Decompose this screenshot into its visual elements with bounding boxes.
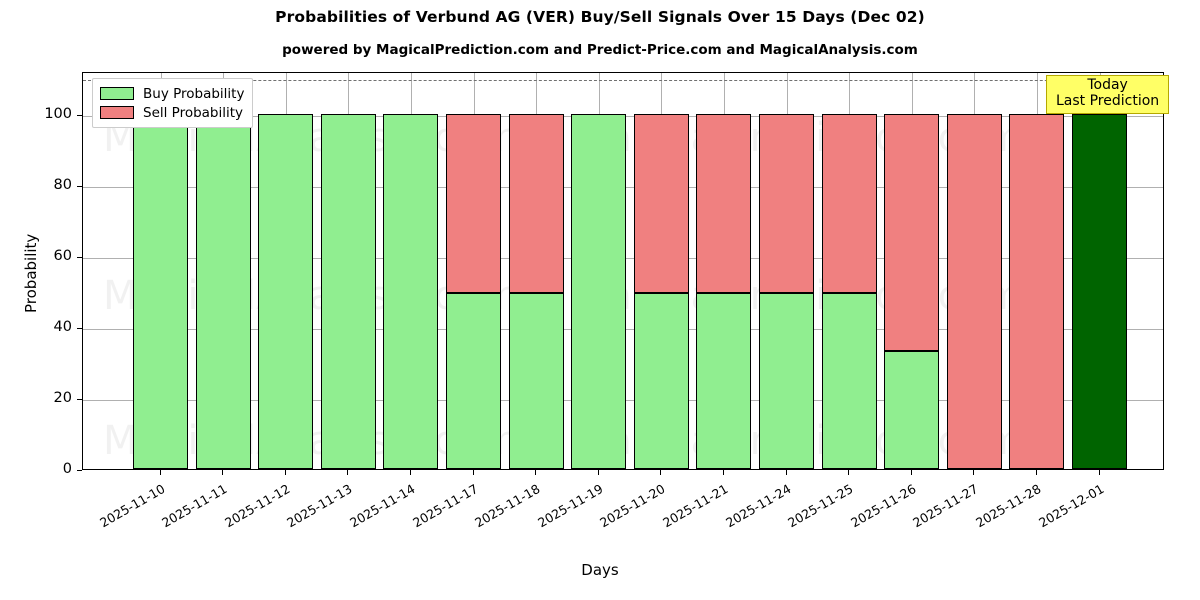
y-tick-mark — [77, 327, 82, 330]
bar-segment-sell — [508, 113, 564, 294]
y-tick-mark — [77, 114, 82, 116]
bar-segment-sell — [1009, 113, 1065, 469]
y-axis-label: Probability — [22, 233, 40, 313]
bar-group[interactable] — [383, 73, 439, 469]
today-annotation: Today Last Prediction — [1046, 75, 1170, 115]
bar-segment-sell — [821, 113, 877, 294]
bar-segment-buy — [696, 293, 752, 469]
bar-group[interactable] — [633, 73, 689, 469]
bar-segment-sell — [884, 113, 940, 351]
bar-group[interactable] — [1072, 73, 1127, 469]
bar-group[interactable] — [696, 73, 752, 469]
legend-label-sell: Sell Probability — [143, 104, 244, 121]
bar-segment-buy — [759, 293, 814, 469]
bar-segment-buy — [133, 113, 188, 469]
x-tick-mark — [1035, 470, 1038, 475]
y-tick-mark — [77, 256, 82, 258]
x-tick-mark — [848, 470, 850, 475]
bar-segment-sell — [633, 113, 689, 294]
bar-segment-buy — [383, 113, 439, 469]
x-axis-label: Days — [581, 561, 619, 579]
bar-segment-buy — [508, 293, 564, 469]
bar-group[interactable] — [821, 73, 877, 469]
bar-segment-buy — [633, 293, 689, 469]
x-tick-mark — [660, 470, 662, 475]
x-tick-mark — [722, 470, 725, 475]
bar-group[interactable] — [133, 73, 188, 469]
x-tick-mark — [284, 470, 286, 475]
today-annotation-line1: Today — [1087, 77, 1128, 93]
x-tick-mark — [597, 470, 599, 475]
bar-group[interactable] — [258, 73, 314, 469]
x-tick-mark — [222, 470, 224, 475]
bar-group[interactable] — [759, 73, 814, 469]
chart-subtitle: powered by MagicalPrediction.com and Pre… — [282, 42, 918, 58]
bar-segment-buy — [320, 113, 376, 469]
y-tick-label: 100 — [44, 105, 72, 122]
plot-area: MagicalAnalysis.comMagicalPrediction.com… — [82, 72, 1164, 470]
bar-group[interactable] — [884, 73, 940, 469]
bar-segment-buy — [884, 350, 940, 469]
bar-group[interactable] — [508, 73, 564, 469]
bar-segment-buy — [571, 113, 627, 469]
bar-group[interactable] — [946, 73, 1002, 469]
y-tick-label: 40 — [53, 318, 72, 335]
today-annotation-line2: Last Prediction — [1056, 92, 1160, 109]
x-tick-mark — [472, 470, 474, 475]
y-tick-label: 0 — [62, 461, 72, 477]
y-tick-mark — [77, 398, 82, 401]
bar-segment-sell — [696, 113, 752, 294]
bar-group[interactable] — [195, 73, 251, 469]
bar-group[interactable] — [1009, 73, 1065, 469]
legend-swatch-buy — [100, 87, 134, 100]
bar-group[interactable] — [320, 73, 376, 469]
bar-segment-sell — [946, 113, 1002, 469]
y-tick-mark — [77, 185, 82, 187]
bar-segment-buy — [195, 113, 251, 469]
x-tick-mark — [347, 470, 349, 475]
y-tick-label: 60 — [53, 247, 72, 264]
x-tick-mark — [409, 470, 412, 475]
x-tick-mark — [1098, 470, 1100, 475]
legend-item-sell[interactable]: Sell Probability — [100, 103, 244, 122]
bar-segment-today — [1072, 113, 1127, 469]
bar-segment-sell — [759, 113, 814, 294]
reference-dashed-line — [83, 80, 1163, 82]
bar-segment-buy — [446, 293, 501, 469]
legend-label-buy: Buy Probability — [143, 85, 245, 102]
bar-segment-sell — [446, 113, 501, 294]
legend-swatch-sell — [100, 106, 134, 119]
bar-group[interactable] — [446, 73, 501, 469]
y-tick-label: 80 — [53, 176, 72, 193]
bar-segment-buy — [258, 113, 314, 469]
bar-group[interactable] — [571, 73, 627, 469]
x-tick-mark — [910, 470, 912, 475]
bar-segment-buy — [821, 293, 877, 469]
chart-title: Probabilities of Verbund AG (VER) Buy/Se… — [275, 8, 925, 26]
chart-legend: Buy Probability Sell Probability — [92, 78, 254, 128]
legend-item-buy[interactable]: Buy Probability — [100, 84, 244, 103]
x-tick-mark — [159, 470, 161, 475]
x-tick-mark — [973, 470, 975, 475]
y-tick-label: 20 — [53, 389, 72, 406]
x-tick-mark — [785, 470, 787, 475]
y-tick-mark — [77, 470, 82, 472]
x-tick-mark — [535, 470, 537, 475]
